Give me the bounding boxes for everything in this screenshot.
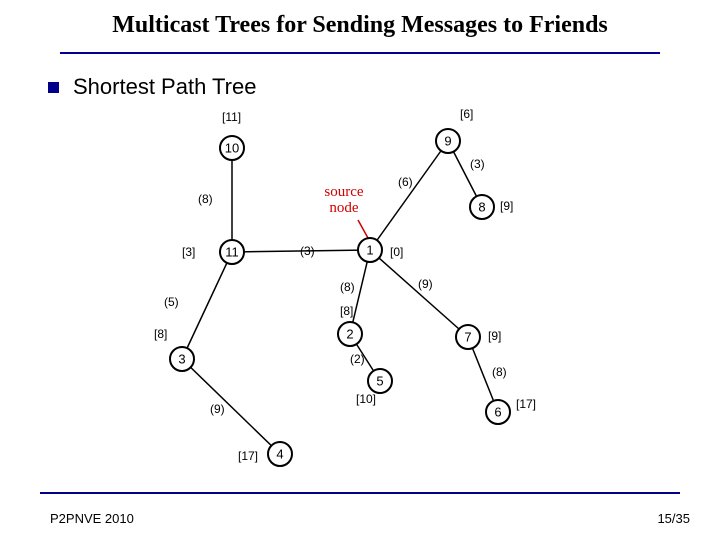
node-distance-label: [0]: [390, 245, 403, 259]
edge-weight: (3): [470, 157, 485, 171]
source-node-annotation: sourcenode: [324, 184, 363, 216]
node-4: 4: [268, 442, 292, 466]
svg-text:1: 1: [366, 243, 373, 258]
annotation-pointer: [358, 220, 368, 238]
svg-text:7: 7: [464, 330, 471, 345]
bullet-row: Shortest Path Tree: [48, 74, 256, 100]
slide: Multicast Trees for Sending Messages to …: [0, 0, 720, 540]
edge-weight: (8): [198, 192, 213, 206]
node-3: 3: [170, 347, 194, 371]
svg-text:5: 5: [376, 374, 383, 389]
network-svg: (8) (5) (3) (9) (6) (3) (8) (9) (2) (8) 10 [11] 9 [6]…: [150, 108, 590, 478]
edge-weight: (8): [492, 365, 507, 379]
slide-title: Multicast Trees for Sending Messages to …: [0, 12, 720, 39]
node-distance-label: [9]: [500, 199, 513, 213]
title-underline: [60, 52, 660, 54]
edge-3-4: [182, 359, 280, 454]
node-distance-label: [9]: [488, 329, 501, 343]
node-distance-label: [8]: [154, 327, 167, 341]
edge-11-3: [182, 252, 232, 359]
node-distance-label: [17]: [516, 397, 536, 411]
node-11: 11: [220, 240, 244, 264]
node-10: 10: [220, 136, 244, 160]
node-8: 8: [470, 195, 494, 219]
edge-weight: (3): [300, 244, 315, 258]
edge-1-7: [370, 250, 468, 337]
svg-text:2: 2: [346, 327, 353, 342]
svg-text:3: 3: [178, 352, 185, 367]
footer-line: [40, 492, 680, 494]
bullet-text: Shortest Path Tree: [73, 74, 256, 100]
edge-weight: (9): [210, 402, 225, 416]
node-distance-label: [8]: [340, 304, 353, 318]
svg-text:10: 10: [225, 141, 239, 156]
node-distance-label: [3]: [182, 245, 195, 259]
footer-left: P2PNVE 2010: [50, 511, 134, 526]
edge-weight: (5): [164, 295, 179, 309]
edge-weight: (2): [350, 352, 365, 366]
bullet-icon: [48, 82, 59, 93]
node-9: 9: [436, 129, 460, 153]
svg-text:8: 8: [478, 200, 485, 215]
node-distance-label: [6]: [460, 108, 473, 121]
edge-weight: (9): [418, 277, 433, 291]
footer-right: 15/35: [657, 511, 690, 526]
node-7: 7: [456, 325, 480, 349]
node-distance-label: [10]: [356, 392, 376, 406]
svg-text:4: 4: [276, 447, 283, 462]
svg-text:6: 6: [494, 405, 501, 420]
node-6: 6: [486, 400, 510, 424]
node-distance-label: [11]: [222, 110, 241, 124]
node-2: 2: [338, 322, 362, 346]
svg-text:11: 11: [225, 245, 239, 260]
edge-1-9: [370, 141, 448, 250]
edge-weight: (6): [398, 175, 413, 189]
network-diagram: (8) (5) (3) (9) (6) (3) (8) (9) (2) (8) 10 [11] 9 [6]…: [150, 108, 590, 478]
node-5: 5: [368, 369, 392, 393]
edge-weight: (8): [340, 280, 355, 294]
node-distance-label: [17]: [238, 449, 258, 463]
node-1: 1: [358, 238, 382, 262]
svg-text:9: 9: [444, 134, 451, 149]
